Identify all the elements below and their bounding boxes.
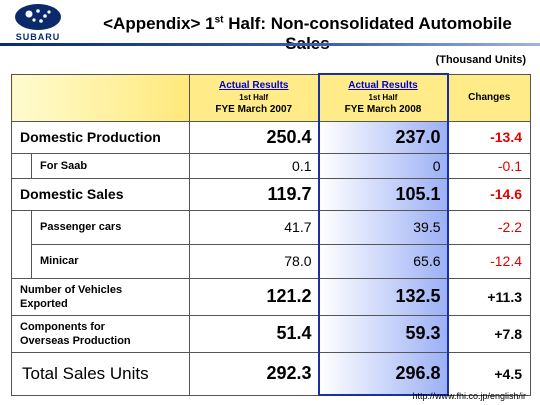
value-2007: 78.0 — [189, 243, 319, 279]
value-change: +4.5 — [447, 351, 531, 396]
value-2008: 132.5 — [317, 277, 449, 316]
value-change: +7.8 — [447, 314, 531, 353]
value-2008: 237.0 — [317, 120, 449, 154]
row-label-total-sales: Total Sales Units — [11, 351, 190, 396]
value-2007: 119.7 — [189, 177, 319, 211]
row-label-passenger-cars: Passenger cars — [31, 209, 190, 245]
value-change: -2.2 — [447, 209, 531, 245]
header-fy2007-line3: FYE March 2007 — [215, 103, 293, 115]
value-change: -12.4 — [447, 243, 531, 279]
header-blank-cell — [11, 73, 190, 122]
table-row: Number of Vehicles Exported 121.2 132.5 … — [11, 277, 531, 316]
value-change: -0.1 — [447, 152, 531, 179]
indent-spacer — [11, 244, 32, 279]
brand-name: SUBARU — [15, 32, 61, 42]
table-row: For Saab 0.1 0 -0.1 — [11, 152, 531, 179]
row-label-domestic-sales: Domestic Sales — [11, 177, 190, 211]
row-label-line2: Exported — [20, 297, 68, 310]
title-sup: st — [214, 14, 224, 26]
header-fy2007-line1: Actual Results — [219, 79, 289, 91]
value-change: -13.4 — [447, 120, 531, 154]
value-2007: 292.3 — [189, 351, 319, 396]
header-fy2007-line2: 1st Half — [239, 92, 269, 102]
value-2008: 0 — [317, 152, 449, 179]
sales-table: Actual Results 1st Half FYE March 2007 A… — [11, 73, 531, 396]
value-2007: 250.4 — [189, 120, 319, 154]
table-row: Domestic Sales 119.7 105.1 -14.6 — [11, 177, 531, 211]
title-prefix: <Appendix> 1 — [103, 14, 215, 33]
value-2007: 41.7 — [189, 209, 319, 245]
page-title: <Appendix> 1st Half: Non-consolidated Au… — [80, 14, 535, 54]
header-changes: Changes — [447, 73, 531, 122]
row-label-for-saab: For Saab — [31, 152, 190, 179]
table-row: Minicar 78.0 65.6 -12.4 — [11, 243, 531, 279]
value-2007: 0.1 — [189, 152, 319, 179]
page-header: SUBARU <Appendix> 1st Half: Non-consolid… — [0, 0, 540, 53]
row-label-vehicles-exported: Number of Vehicles Exported — [11, 277, 190, 316]
table-header-row: Actual Results 1st Half FYE March 2007 A… — [11, 73, 531, 122]
table-row: Total Sales Units 292.3 296.8 +4.5 — [11, 351, 531, 396]
value-2008: 296.8 — [317, 351, 449, 396]
row-label-minicar: Minicar — [31, 243, 190, 279]
header-fy2008-line2: 1st Half — [368, 92, 398, 102]
value-2008: 59.3 — [317, 314, 449, 353]
subaru-logo: SUBARU — [5, 3, 71, 43]
value-2008: 105.1 — [317, 177, 449, 211]
table-row: Passenger cars 41.7 39.5 -2.2 — [11, 209, 531, 245]
row-label-line1: Components for — [20, 320, 105, 333]
row-label-domestic-production: Domestic Production — [11, 120, 190, 154]
header-fy2007: Actual Results 1st Half FYE March 2007 — [189, 73, 319, 122]
header-fy2008: Actual Results 1st Half FYE March 2008 — [317, 73, 449, 121]
footer-url[interactable]: http://www.fhi.co.jp/english/ir — [412, 391, 526, 401]
indent-spacer — [11, 210, 32, 244]
row-label-components-overseas: Components for Overseas Production — [11, 314, 190, 353]
table-row: Components for Overseas Production 51.4 … — [11, 314, 531, 353]
value-2007: 121.2 — [189, 277, 319, 316]
value-change: +11.3 — [447, 277, 531, 316]
value-2008: 65.6 — [317, 243, 449, 279]
title-suffix: Half: Non-consolidated Automobile Sales — [228, 14, 512, 53]
value-2007: 51.4 — [189, 314, 319, 353]
indent-spacer — [11, 153, 32, 178]
header-rule — [0, 43, 540, 46]
row-label-line2: Overseas Production — [20, 334, 131, 347]
header-fy2008-line1: Actual Results — [348, 79, 418, 91]
header-fy2008-line3: FYE March 2008 — [344, 103, 422, 115]
value-change: -14.6 — [447, 177, 531, 211]
table-row: Domestic Production 250.4 237.0 -13.4 — [11, 120, 531, 154]
pleiades-logo-icon — [15, 4, 61, 30]
unit-note: (Thousand Units) — [435, 54, 526, 66]
row-label-line1: Number of Vehicles — [20, 283, 123, 296]
value-2008: 39.5 — [317, 209, 449, 245]
